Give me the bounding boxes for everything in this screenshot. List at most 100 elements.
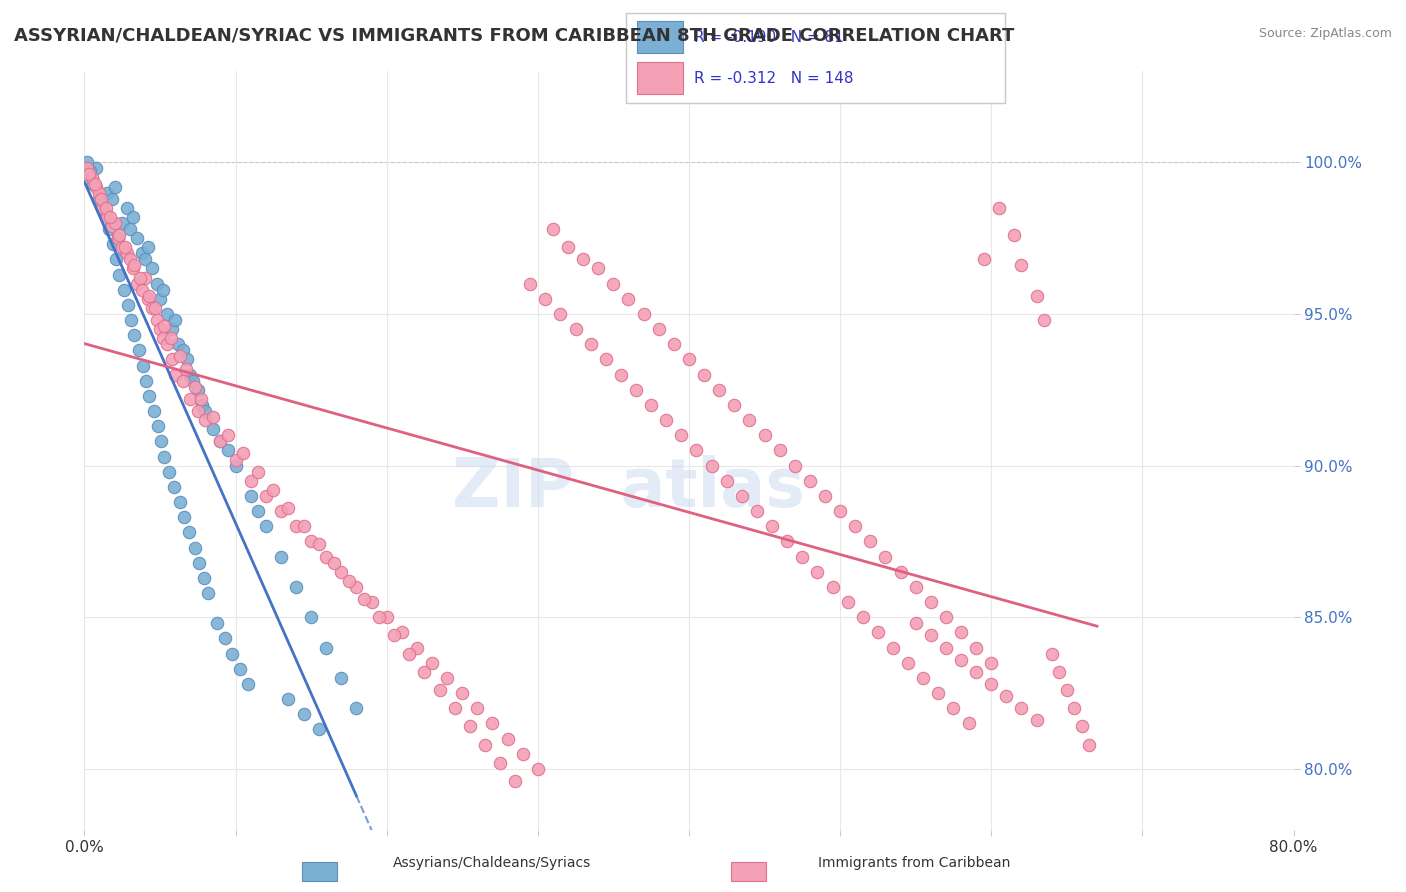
Point (111, 216, 134, 230)
Point (595, 352, 617, 367)
Point (375, 610, 398, 624)
Point (844, 519, 866, 533)
Point (965, 665, 987, 679)
Point (640, 398, 662, 412)
Point (254, 519, 277, 533)
Point (579, 337, 602, 351)
Point (451, 686, 474, 700)
Point (169, 495, 191, 509)
Point (136, 292, 159, 306)
Point (122, 259, 145, 273)
Point (624, 383, 647, 397)
Point (80, 170, 103, 185)
Point (942, 701, 965, 715)
Point (1011, 259, 1033, 273)
Point (360, 595, 382, 609)
Point (172, 374, 194, 388)
Point (904, 616, 927, 631)
Point (315, 640, 337, 655)
Point (214, 632, 236, 646)
Point (101, 237, 124, 252)
Point (207, 616, 229, 631)
Point (201, 410, 224, 425)
Point (96, 210, 118, 224)
Point (655, 413, 678, 427)
Point (108, 228, 131, 243)
Point (120, 313, 142, 327)
Point (107, 231, 129, 245)
Point (503, 774, 526, 789)
Point (308, 537, 330, 551)
Point (141, 261, 163, 276)
Point (134, 270, 156, 285)
Point (980, 656, 1002, 670)
Point (292, 707, 315, 722)
Point (965, 640, 987, 655)
Point (121, 210, 143, 224)
Point (315, 549, 337, 564)
Point (693, 368, 716, 382)
Point (277, 501, 299, 516)
Point (108, 268, 131, 282)
Point (920, 595, 942, 609)
Point (79, 164, 101, 178)
Point (541, 222, 564, 236)
Point (80, 170, 103, 185)
Point (183, 380, 205, 394)
Point (935, 610, 957, 624)
Bar (637, 62, 683, 94)
Point (183, 541, 205, 555)
Point (534, 292, 557, 306)
Text: Immigrants from Caribbean: Immigrants from Caribbean (818, 855, 1010, 870)
Point (132, 359, 155, 373)
Point (270, 504, 292, 518)
Point (890, 565, 912, 579)
Point (292, 519, 315, 533)
Point (330, 565, 353, 579)
Point (107, 231, 129, 245)
Point (572, 252, 595, 267)
Point (806, 565, 828, 579)
Point (91, 201, 114, 215)
Point (104, 179, 127, 194)
Point (149, 292, 172, 306)
Point (950, 625, 973, 640)
Point (662, 337, 685, 351)
Point (177, 525, 200, 540)
Point (174, 361, 197, 376)
Point (852, 610, 875, 624)
Point (1078, 738, 1101, 752)
Point (769, 443, 792, 458)
Point (1025, 714, 1047, 728)
Point (76, 161, 98, 176)
Point (150, 434, 173, 449)
Point (105, 252, 128, 267)
Point (564, 322, 586, 336)
Point (138, 389, 160, 403)
Point (837, 595, 859, 609)
Point (165, 368, 187, 382)
Point (131, 246, 153, 260)
Point (995, 689, 1018, 703)
Point (100, 192, 122, 206)
Point (149, 322, 172, 336)
Point (458, 719, 481, 733)
Point (330, 671, 353, 685)
Point (685, 443, 707, 458)
Point (602, 277, 624, 291)
Point (229, 662, 252, 676)
Point (165, 313, 187, 327)
Point (117, 298, 139, 312)
Point (239, 489, 262, 503)
Point (217, 428, 239, 442)
Point (121, 261, 143, 276)
Point (783, 458, 806, 473)
Point (391, 625, 413, 640)
Point (197, 586, 219, 600)
Point (610, 368, 633, 382)
Point (187, 404, 209, 418)
Point (86, 179, 108, 194)
Point (830, 504, 852, 518)
Point (1025, 289, 1047, 303)
Point (236, 677, 259, 691)
